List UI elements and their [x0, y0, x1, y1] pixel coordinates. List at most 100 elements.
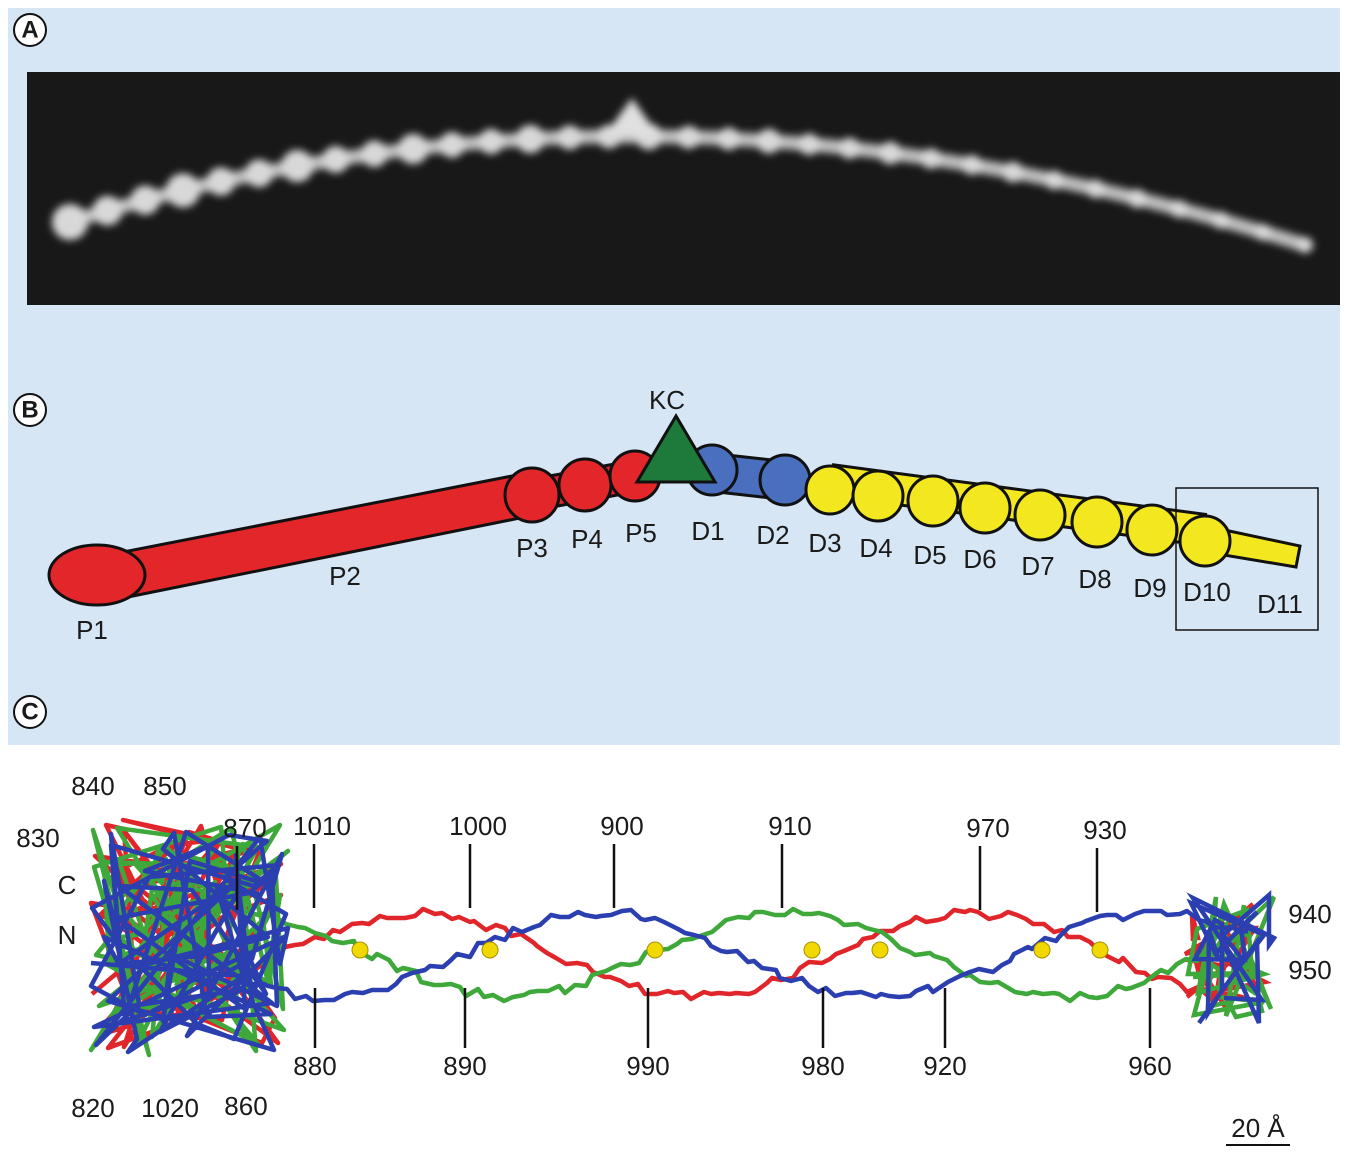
rod-blob: [1002, 161, 1024, 183]
residue-label: 960: [1128, 1051, 1171, 1081]
rod-blob: [281, 149, 314, 183]
ribbon-helix: [242, 906, 1252, 1004]
residue-label: 850: [143, 771, 186, 801]
rod-blob: [839, 137, 861, 159]
domain: [958, 481, 1012, 535]
apex-label: KC: [649, 385, 685, 415]
ribbon-globular: [88, 829, 291, 1055]
residue-label: 950: [1288, 955, 1331, 985]
residue-label: 990: [626, 1051, 669, 1081]
rod-blob: [920, 148, 942, 169]
residue-label: 980: [801, 1051, 844, 1081]
segment-label: D10: [1183, 577, 1231, 607]
rod-blob: [439, 132, 465, 158]
segment-label: D7: [1021, 551, 1054, 581]
residue-label: 870: [223, 813, 266, 843]
domain: [557, 457, 613, 513]
rod-blob: [1086, 179, 1105, 199]
panel-label-circle: [13, 695, 47, 729]
ion: [1033, 941, 1051, 959]
rod-blob: [1127, 189, 1147, 208]
ion: [803, 941, 821, 959]
rod-blob: [1297, 237, 1313, 253]
residue-label: 930: [1083, 815, 1126, 845]
segment-label: P1: [76, 615, 108, 645]
rod-apex: [605, 98, 660, 138]
segment-label: D2: [756, 520, 789, 550]
segment-label: P2: [329, 561, 361, 591]
residue-label: 830: [16, 823, 59, 853]
segment-label: D5: [913, 540, 946, 570]
rod-blob: [1254, 223, 1272, 241]
residue-label: 910: [768, 811, 811, 841]
rod-blob: [478, 129, 504, 155]
ion: [1091, 941, 1109, 959]
ion: [646, 941, 664, 959]
ribbon-helix: [238, 907, 1249, 1004]
residue-label: 1000: [449, 811, 507, 841]
rod-blob: [206, 167, 236, 196]
protein-ribbons: [88, 817, 1278, 1058]
residue-label: 1020: [141, 1093, 199, 1123]
domain: [758, 453, 812, 507]
panel-label: A: [21, 16, 38, 43]
panel-label-circle: [13, 13, 47, 47]
rod-blob: [557, 125, 582, 150]
segment-label: P5: [625, 518, 657, 548]
schematic: [47, 413, 1319, 631]
rod-blob: [361, 140, 388, 168]
segment-label: D4: [859, 533, 892, 563]
rod-blob: [756, 128, 782, 154]
panel-label: C: [21, 698, 38, 725]
segment-label: D3: [808, 528, 841, 558]
domain: [1178, 514, 1232, 568]
rod-blob: [962, 155, 982, 175]
ribbon-end: [1186, 890, 1278, 1025]
ion: [871, 941, 889, 959]
ribbon-helix: [243, 906, 1253, 1004]
residue-label: 880: [293, 1051, 336, 1081]
residue-label: 820: [71, 1093, 114, 1123]
rod-blob: [878, 141, 902, 165]
domain: [1125, 503, 1179, 557]
residue-label: 920: [923, 1051, 966, 1081]
terminus-label: C: [58, 870, 77, 900]
rod-blob: [677, 125, 701, 149]
rod-blob: [322, 146, 350, 173]
segment-label: D6: [963, 544, 996, 574]
domain: [1070, 495, 1124, 549]
rod-blob: [1044, 170, 1064, 190]
segment-label: D11: [1257, 589, 1303, 619]
terminus-label: N: [58, 920, 77, 950]
segment-label: D9: [1133, 573, 1166, 603]
residue-label: 860: [224, 1091, 267, 1121]
domain: [503, 466, 561, 524]
panel-label: B: [21, 396, 38, 423]
ion: [351, 941, 369, 959]
domain: [1013, 488, 1067, 542]
panel-label-circle: [13, 393, 47, 427]
residue-label: 1010: [293, 811, 351, 841]
segment-label: P4: [571, 524, 603, 554]
residue-label: 900: [600, 811, 643, 841]
ion: [481, 941, 499, 959]
rod-blob: [92, 195, 123, 226]
rod-blob: [397, 133, 429, 165]
micrograph-rod: [52, 98, 1313, 253]
domain: [804, 464, 856, 516]
rod-blob: [516, 124, 545, 154]
segment-label: D8: [1078, 564, 1111, 594]
residue-label: 940: [1288, 899, 1331, 929]
rod-blob: [1212, 211, 1230, 229]
segment-label: P3: [516, 533, 548, 563]
rod-blob: [798, 133, 820, 155]
residue-label: 970: [966, 813, 1009, 843]
rod-blob: [1170, 200, 1188, 218]
segment-label: D1: [691, 516, 724, 546]
rod-blob: [52, 204, 88, 240]
rod-blob: [717, 127, 740, 150]
scale-bar-label: 20 Å: [1231, 1113, 1285, 1143]
domain: [906, 474, 960, 528]
rod-blob: [165, 173, 200, 208]
